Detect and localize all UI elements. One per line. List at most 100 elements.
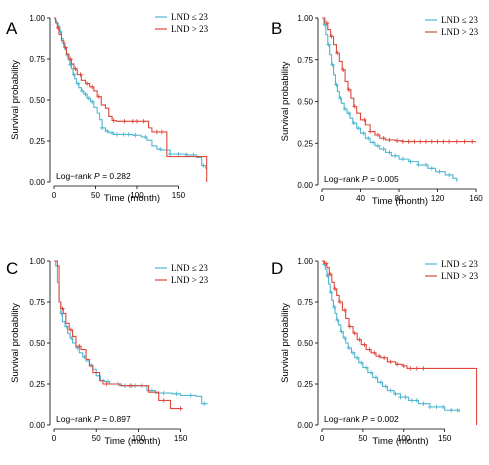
- legend-label: LND > 23: [171, 275, 209, 285]
- censor-mark: [104, 381, 109, 387]
- pvalue-symbol: P: [94, 414, 100, 424]
- censor-mark: [127, 383, 133, 388]
- censor-mark: [366, 136, 371, 141]
- y-tick-label: 1.00: [297, 14, 313, 23]
- y-tick-label: 0.75: [29, 298, 45, 307]
- censor-mark: [176, 151, 181, 157]
- censor-mark: [109, 130, 115, 135]
- legend-label: LND ≤ 23: [441, 259, 478, 269]
- censor-mark: [387, 137, 392, 143]
- y-axis-title: Survival probability: [10, 60, 21, 140]
- survival-curve-lnd-gt-23: [322, 17, 477, 143]
- x-axis-title: Time (month): [104, 436, 160, 447]
- censor-mark: [159, 129, 165, 135]
- logrank-pvalue: Log−rank P = 0.282: [56, 171, 131, 181]
- censor-mark: [342, 308, 348, 313]
- censor-mark: [335, 317, 340, 323]
- censor-mark: [368, 370, 374, 375]
- censor-mark: [377, 353, 382, 359]
- censor-mark: [346, 110, 352, 116]
- censor-mark: [114, 132, 120, 137]
- logrank-pvalue: Log−rank P = 0.002: [324, 414, 399, 424]
- x-tick-label: 150: [172, 191, 186, 200]
- x-tick-label: 50: [92, 434, 101, 443]
- censor-mark: [83, 92, 88, 97]
- censor-mark: [134, 119, 140, 124]
- x-axis-title: Time (month): [372, 436, 428, 447]
- censor-mark: [86, 96, 92, 101]
- censor-mark: [352, 330, 357, 336]
- censor-mark: [104, 128, 110, 134]
- censor-mark: [337, 299, 343, 305]
- y-tick-label: 0.25: [29, 137, 45, 146]
- censor-mark: [126, 132, 131, 137]
- censor-mark: [412, 139, 417, 144]
- panel-letter: D: [271, 259, 283, 278]
- y-tick-label: 0.25: [297, 139, 313, 148]
- censor-mark: [441, 139, 446, 144]
- censor-mark: [329, 34, 334, 39]
- x-tick-label: 160: [469, 194, 483, 203]
- censor-mark: [446, 172, 452, 178]
- y-tick-label: 0.00: [297, 421, 313, 430]
- censor-mark: [325, 273, 330, 278]
- pvalue-value: = 0.282: [100, 171, 131, 181]
- y-tick-label: 0.75: [297, 56, 313, 65]
- censor-mark: [388, 359, 393, 365]
- censor-mark: [143, 134, 148, 140]
- censor-mark: [381, 355, 387, 360]
- pvalue-prefix: Log−rank: [56, 171, 94, 181]
- survival-curve-lnd-le-23: [54, 17, 207, 169]
- censor-mark: [105, 379, 111, 384]
- censor-mark: [370, 140, 376, 145]
- censor-mark: [375, 132, 381, 138]
- censor-mark: [437, 169, 442, 174]
- x-tick-label: 120: [431, 194, 445, 203]
- censor-mark: [361, 131, 366, 136]
- censor-mark: [393, 391, 398, 397]
- legend-label: LND ≤ 23: [171, 263, 208, 273]
- censor-mark: [416, 162, 421, 168]
- censor-mark: [406, 139, 411, 144]
- censor-mark: [401, 363, 406, 369]
- censor-mark: [330, 62, 335, 67]
- survival-curve-lnd-gt-23: [54, 17, 208, 182]
- censor-mark: [367, 129, 373, 134]
- y-tick-label: 1.00: [297, 257, 313, 266]
- censor-mark: [332, 304, 337, 310]
- censor-mark: [71, 72, 77, 77]
- x-tick-label: 0: [320, 194, 325, 203]
- censor-mark: [346, 345, 352, 351]
- censor-mark: [362, 117, 367, 123]
- pvalue-prefix: Log−rank: [324, 414, 362, 424]
- censor-mark: [455, 408, 460, 413]
- censor-mark: [454, 139, 460, 144]
- censor-mark: [409, 398, 415, 403]
- y-tick-label: 0.75: [29, 55, 45, 64]
- censor-mark: [383, 384, 388, 389]
- censor-mark: [332, 286, 338, 292]
- panel-letter: A: [6, 19, 18, 38]
- censor-mark: [346, 87, 352, 93]
- censor-mark: [73, 66, 78, 72]
- censor-mark: [99, 125, 105, 131]
- censor-mark: [323, 261, 329, 266]
- censor-mark: [324, 20, 330, 26]
- panel-a: A 0.00 0.25 0.50 0.75 1.00 0 50 100 150 Time (mont…: [6, 12, 209, 204]
- censor-mark: [133, 133, 138, 138]
- legend-label: LND > 23: [441, 271, 479, 281]
- censor-mark: [68, 56, 73, 62]
- y-tick-label: 0.50: [29, 339, 45, 348]
- censor-mark: [373, 375, 379, 380]
- censor-mark: [334, 82, 339, 87]
- censor-mark: [403, 394, 408, 400]
- x-tick-label: 0: [52, 191, 57, 200]
- x-tick-label: 50: [358, 434, 367, 443]
- y-tick-label: 0.00: [29, 178, 45, 187]
- logrank-pvalue: Log−rank P = 0.897: [56, 414, 131, 424]
- x-tick-label: 80: [395, 194, 404, 203]
- censor-mark: [381, 136, 386, 141]
- y-tick-label: 0.00: [297, 181, 313, 190]
- censor-mark: [121, 132, 126, 137]
- censor-mark: [418, 139, 423, 144]
